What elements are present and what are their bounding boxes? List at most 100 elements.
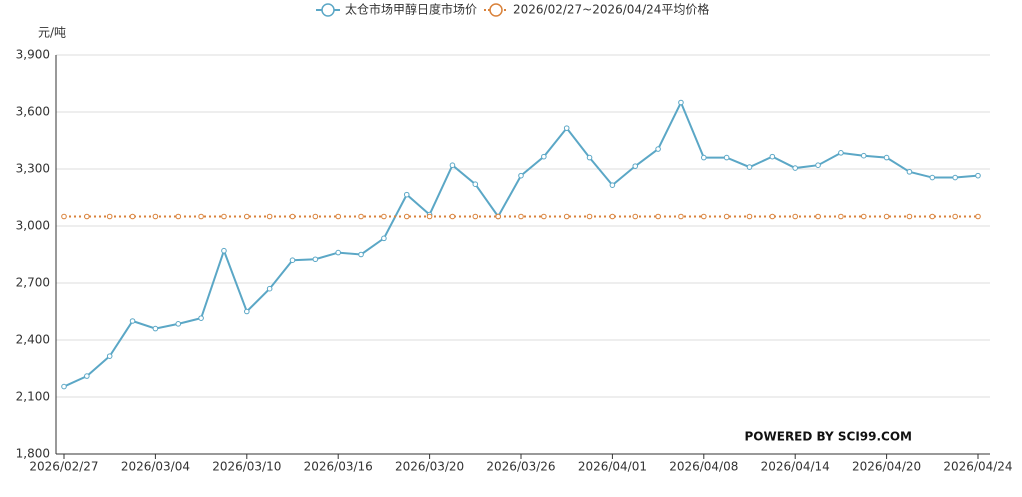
point: [883, 213, 890, 220]
point: [221, 213, 227, 220]
point: [929, 213, 936, 220]
point: [586, 154, 593, 161]
point: [61, 213, 67, 220]
point: [221, 247, 227, 254]
point: [701, 213, 707, 220]
x-tick-label: 2026/03/20: [395, 460, 464, 474]
y-tick-label: 3,900: [16, 48, 50, 62]
x-tick-label: 2026/04/01: [578, 460, 647, 474]
point: [655, 213, 661, 220]
x-tick-label: 2026/04/20: [852, 460, 921, 474]
point: [289, 213, 296, 220]
point: [129, 318, 136, 324]
point: [632, 213, 639, 220]
point: [541, 213, 547, 220]
point: [472, 181, 479, 187]
point: [495, 213, 501, 220]
point: [632, 163, 639, 169]
point: [358, 213, 364, 220]
point: [678, 99, 684, 106]
point: [586, 213, 593, 220]
point: [106, 353, 113, 359]
point: [769, 153, 776, 160]
point: [746, 164, 753, 170]
point: [312, 256, 319, 263]
point: [655, 146, 661, 152]
point: [244, 213, 250, 220]
point: [563, 213, 570, 220]
point: [61, 383, 67, 390]
watermark: POWERED BY SCI99.COM: [745, 430, 912, 444]
point: [975, 213, 981, 220]
point: [860, 152, 867, 159]
point: [84, 213, 90, 220]
point: [198, 213, 204, 220]
point: [289, 257, 296, 264]
point: [426, 213, 433, 220]
point: [152, 325, 159, 332]
point: [792, 165, 799, 171]
point: [792, 213, 799, 220]
point: [472, 213, 479, 220]
point: [860, 213, 867, 220]
point: [723, 213, 730, 220]
point: [175, 213, 182, 220]
y-tick-label: 2,400: [16, 333, 50, 347]
point: [701, 154, 707, 161]
x-tick-label: 2026/02/27: [29, 460, 98, 474]
x-tick-label: 2026/03/26: [486, 460, 555, 474]
y-tick-label: 3,300: [16, 162, 50, 176]
y-tick-label: 2,100: [16, 390, 50, 404]
point: [358, 251, 364, 258]
point: [952, 213, 958, 220]
point: [563, 125, 570, 131]
point: [769, 213, 776, 220]
point: [198, 315, 204, 321]
point: [84, 373, 90, 379]
point: [838, 213, 844, 220]
point: [723, 154, 730, 161]
point: [906, 213, 913, 220]
x-tick-label: 2026/03/04: [121, 460, 190, 474]
point: [541, 153, 547, 160]
point: [838, 150, 844, 156]
x-tick-label: 2026/04/24: [943, 460, 1012, 474]
point: [335, 213, 342, 220]
point: [678, 213, 684, 220]
point: [381, 213, 387, 220]
legend-marker: [489, 3, 503, 17]
point: [403, 213, 410, 220]
legend-marker: [321, 3, 335, 17]
point: [403, 191, 410, 198]
point: [266, 213, 273, 220]
point: [952, 174, 958, 181]
x-tick-label: 2026/04/14: [761, 460, 830, 474]
point: [312, 213, 319, 220]
point: [609, 213, 616, 220]
y-unit: 元/吨: [38, 26, 66, 40]
point: [381, 235, 387, 242]
point: [335, 249, 342, 256]
legend-label: 太仓市场甲醇日度市场价: [345, 2, 477, 17]
point: [175, 321, 182, 327]
point: [929, 174, 936, 181]
point: [609, 182, 616, 188]
legend-label: 2026/02/27~2026/04/24平均价格: [513, 2, 709, 17]
x-tick-label: 2026/03/16: [304, 460, 373, 474]
point: [129, 213, 136, 220]
y-tick-label: 1,800: [16, 447, 50, 461]
series-line: [63, 100, 979, 388]
point: [244, 308, 250, 315]
point: [815, 162, 821, 168]
y-tick-label: 3,000: [16, 219, 50, 233]
x-tick-label: 2026/03/10: [212, 460, 281, 474]
point: [906, 169, 913, 175]
point: [106, 213, 113, 220]
y-tick-label: 3,600: [16, 105, 50, 119]
point: [518, 213, 524, 220]
point: [746, 213, 753, 220]
point: [449, 213, 456, 220]
x-tick-label: 2026/04/08: [669, 460, 738, 474]
point: [152, 213, 159, 220]
